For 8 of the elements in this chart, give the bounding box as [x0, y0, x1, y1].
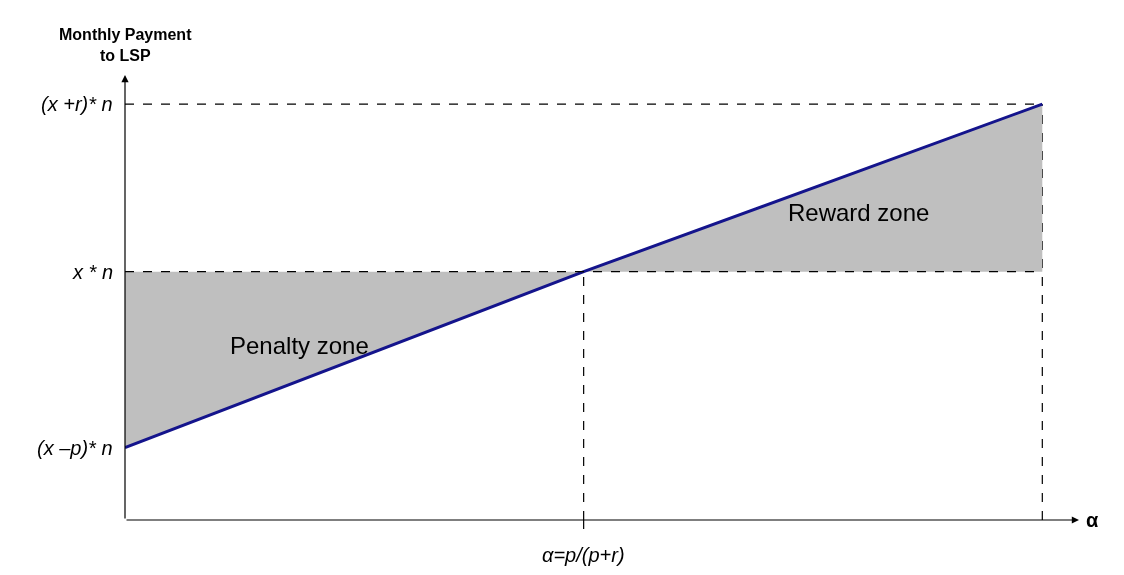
x-axis-title: α [1086, 509, 1099, 531]
annotation: Penalty zone [230, 332, 369, 359]
ref-line-label: (x +r)* n [41, 93, 113, 115]
text: α=p/(p+r) [542, 544, 625, 566]
y-axis-title: Monthly Payment to LSP [59, 26, 193, 64]
ref-line-label: x * n [72, 261, 114, 283]
annotation: Reward zone [788, 199, 930, 226]
text: (x –p)* n [37, 437, 113, 459]
